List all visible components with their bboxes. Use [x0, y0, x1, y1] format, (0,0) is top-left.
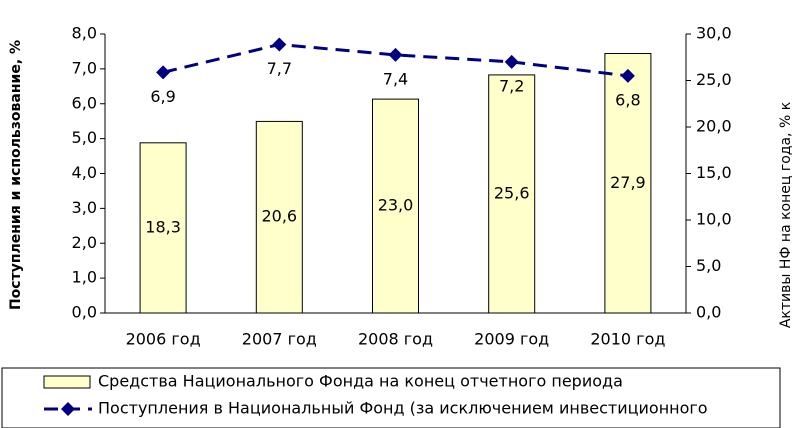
- bar-value-label: 18,3: [145, 217, 181, 236]
- legend-label: Средства Национального Фонда на конец от…: [98, 372, 623, 391]
- y-tick-label: 6,0: [72, 93, 97, 112]
- legend-box: [1, 367, 781, 428]
- legend-marker: [61, 402, 75, 416]
- y2-tick-label: 15,0: [696, 163, 732, 182]
- y-tick-label: 2,0: [72, 233, 97, 252]
- bar-value-label: 27,9: [610, 173, 646, 192]
- line-marker: [504, 54, 519, 69]
- bar: [372, 98, 419, 314]
- y-tick-label: 5,0: [72, 128, 97, 147]
- y-tick-label: 3,0: [72, 198, 97, 217]
- legend-swatch: [43, 375, 91, 389]
- x-tick-label: 2008 год: [358, 330, 433, 349]
- bar-value-label: 25,6: [494, 183, 530, 202]
- line-marker: [156, 65, 171, 80]
- y2-tick-label: 25,0: [696, 70, 732, 89]
- y2-tick-label: 30,0: [696, 24, 732, 43]
- line-marker: [388, 47, 403, 62]
- y2-tick-label: 5,0: [696, 256, 721, 275]
- line-value-label: 6,9: [150, 87, 175, 106]
- y2-axis-label: Активы НФ на конец года, % к: [778, 102, 794, 328]
- legend-label: Поступления в Национальный Фонд (за искл…: [98, 399, 708, 418]
- line-value-label: 7,4: [383, 69, 408, 88]
- bar: [255, 120, 303, 314]
- bar: [139, 142, 187, 314]
- y-tick-label: 4,0: [72, 163, 97, 182]
- line: [162, 42, 629, 78]
- line-value-label: 6,8: [615, 90, 640, 109]
- y-tick-label: 8,0: [72, 24, 97, 43]
- x-tick-label: 2007 год: [242, 330, 317, 349]
- y2-tick-label: 10,0: [696, 210, 732, 229]
- y2-tick-label: 0,0: [696, 303, 721, 322]
- bar: [604, 53, 652, 314]
- line-marker: [620, 68, 635, 83]
- y-tick-label: 1,0: [72, 268, 97, 287]
- y2-tick-label: 20,0: [696, 117, 732, 136]
- line-value-label: 7,2: [499, 76, 524, 95]
- line-value-label: 7,7: [267, 59, 292, 78]
- bar-value-label: 20,6: [261, 207, 297, 226]
- x-tick-label: 2006 год: [126, 330, 201, 349]
- line-marker: [272, 37, 287, 52]
- bar: [488, 74, 536, 314]
- y-tick-label: 7,0: [72, 58, 97, 77]
- bar-value-label: 23,0: [378, 196, 414, 215]
- y-axis-label: Поступления и использование, %: [8, 40, 24, 310]
- x-tick-label: 2009 год: [474, 330, 549, 349]
- x-tick-label: 2010 год: [590, 330, 665, 349]
- y-tick-label: 0,0: [72, 303, 97, 322]
